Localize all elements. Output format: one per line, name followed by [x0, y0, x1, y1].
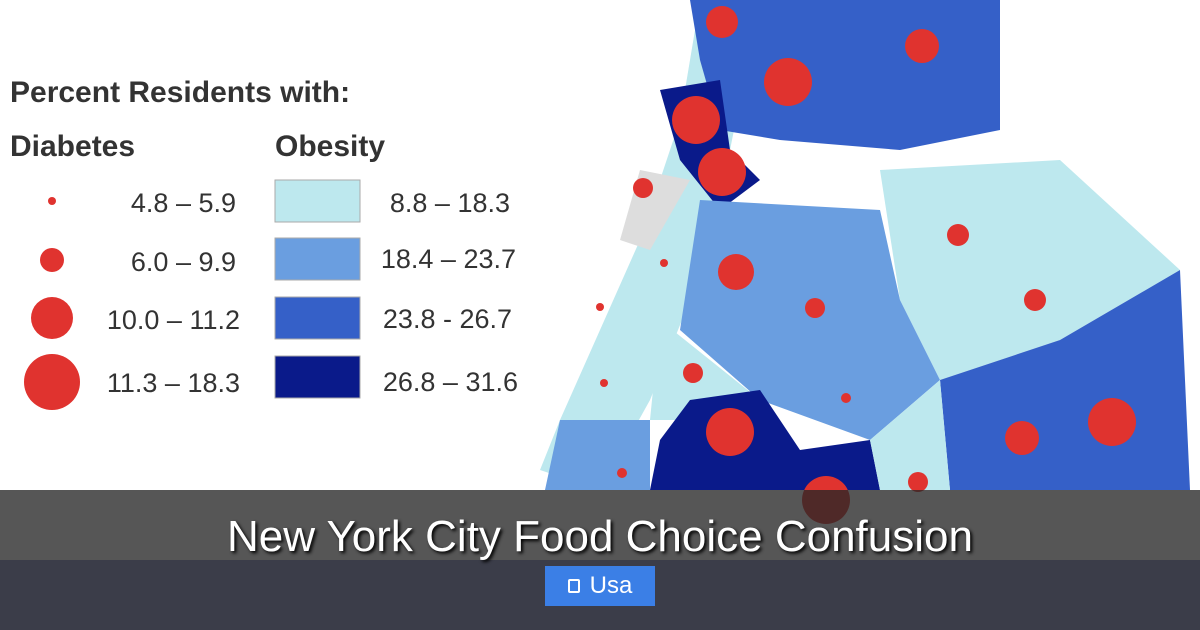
- legend-label: 4.8 – 5.9: [131, 188, 236, 218]
- post-title[interactable]: New York City Food Choice Confusion: [227, 512, 973, 561]
- legend-heading: Diabetes: [10, 130, 135, 163]
- map-circles: [596, 6, 1136, 524]
- category-tag[interactable]: Usa: [545, 566, 655, 606]
- legend-swatches: [274, 179, 361, 399]
- legend-label: 8.8 – 18.3: [390, 188, 510, 218]
- legend-title: Percent Residents with:: [10, 76, 350, 109]
- legend-label: 11.3 – 18.3: [107, 368, 240, 398]
- tag-icon: [567, 579, 580, 593]
- legend-circles: [24, 197, 80, 410]
- legend-label: 6.0 – 9.9: [131, 247, 236, 277]
- legend-label: 23.8 - 26.7: [383, 304, 512, 334]
- title-band: [0, 490, 1200, 630]
- legend-heading: Obesity: [275, 130, 385, 163]
- tag-label[interactable]: Usa: [589, 572, 633, 599]
- legend-label: 26.8 – 31.6: [383, 367, 518, 397]
- legend-label: 18.4 – 23.7: [381, 244, 516, 274]
- legend-label: 10.0 – 11.2: [107, 305, 240, 335]
